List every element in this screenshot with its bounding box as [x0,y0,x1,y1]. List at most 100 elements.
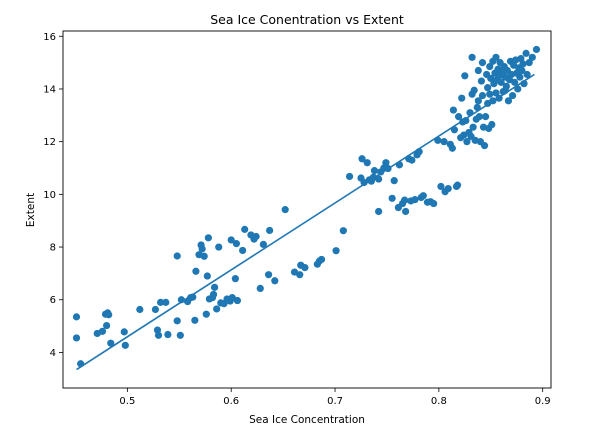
x-tick-label: 0.8 [431,396,447,407]
plot-area [72,45,541,371]
data-point [232,240,240,248]
x-axis-label: Sea Ice Concentration [249,414,365,426]
data-point [508,91,517,100]
data-point [463,138,471,146]
data-point [458,94,466,102]
data-point [120,328,128,336]
data-point [103,321,111,330]
chart-title: Sea Ice Conentration vs Extent [210,12,404,27]
data-point [497,78,505,86]
data-point [474,97,482,105]
data-point [213,305,221,313]
data-point [252,232,260,241]
y-tick-label: 12 [43,137,56,148]
data-point [301,263,309,272]
data-point [210,283,219,291]
data-point [454,113,463,121]
data-point [264,271,273,279]
data-point [375,175,383,183]
data-point [486,90,494,98]
data-point [191,316,199,324]
data-point [233,296,242,305]
data-point [453,181,462,189]
data-point [519,60,527,68]
data-point [390,177,398,185]
data-point [256,284,264,293]
data-point [176,331,184,339]
data-point [478,91,487,100]
x-tick-label: 0.5 [119,396,135,407]
data-point [449,106,457,114]
x-tick-label: 0.9 [535,396,551,407]
data-point [363,159,371,167]
data-point [419,192,427,200]
data-point [173,317,181,325]
data-point [486,62,494,71]
data-point [388,194,396,202]
data-point [481,113,490,121]
data-point [382,159,390,167]
data-point [437,182,445,191]
data-point [317,255,326,264]
data-point [332,247,340,255]
data-point [492,53,500,61]
plot-frame [62,30,552,389]
data-point [296,271,304,279]
y-tick-label: 14 [43,84,56,95]
data-point [401,196,409,204]
data-point [470,86,478,94]
regression-line [76,73,535,371]
data-point [504,97,513,105]
data-point [487,74,495,83]
data-point [266,226,274,235]
data-point [358,155,366,163]
data-point [375,207,383,216]
data-point [72,334,81,342]
data-point [523,70,531,79]
y-tick-label: 8 [50,243,56,254]
y-axis-label: Extent [25,193,37,227]
data-point [239,246,247,255]
data-point [271,277,279,285]
x-tick-label: 0.7 [327,396,343,407]
data-point [430,199,438,208]
data-point [525,59,533,67]
data-point [204,234,212,242]
data-point [440,138,448,146]
data-point [203,272,211,280]
data-point [105,311,113,319]
data-point [502,82,510,90]
data-point [164,330,172,339]
data-point [281,206,289,214]
y-tick-label: 10 [43,190,56,201]
data-point [516,73,524,81]
data-point [200,252,208,260]
data-point [469,123,477,131]
data-point [408,156,416,164]
data-point [98,327,107,335]
data-point [480,142,489,150]
data-point [411,196,419,204]
data-point [370,167,379,175]
data-point [72,313,81,321]
data-point [121,341,129,349]
data-point [468,53,476,61]
x-tick-label: 0.6 [223,396,239,407]
data-point [192,267,200,275]
data-point [209,290,218,299]
data-point [511,78,519,86]
data-point [231,275,239,283]
data-point [474,66,482,75]
data-point [461,72,469,80]
data-point [198,245,206,253]
data-point [162,298,170,306]
y-tick-label: 16 [43,32,56,43]
data-point [259,240,267,249]
data-point [518,66,526,75]
data-point [107,339,115,347]
y-tick-label: 6 [50,295,56,306]
data-point [444,184,452,193]
data-point [202,310,210,318]
